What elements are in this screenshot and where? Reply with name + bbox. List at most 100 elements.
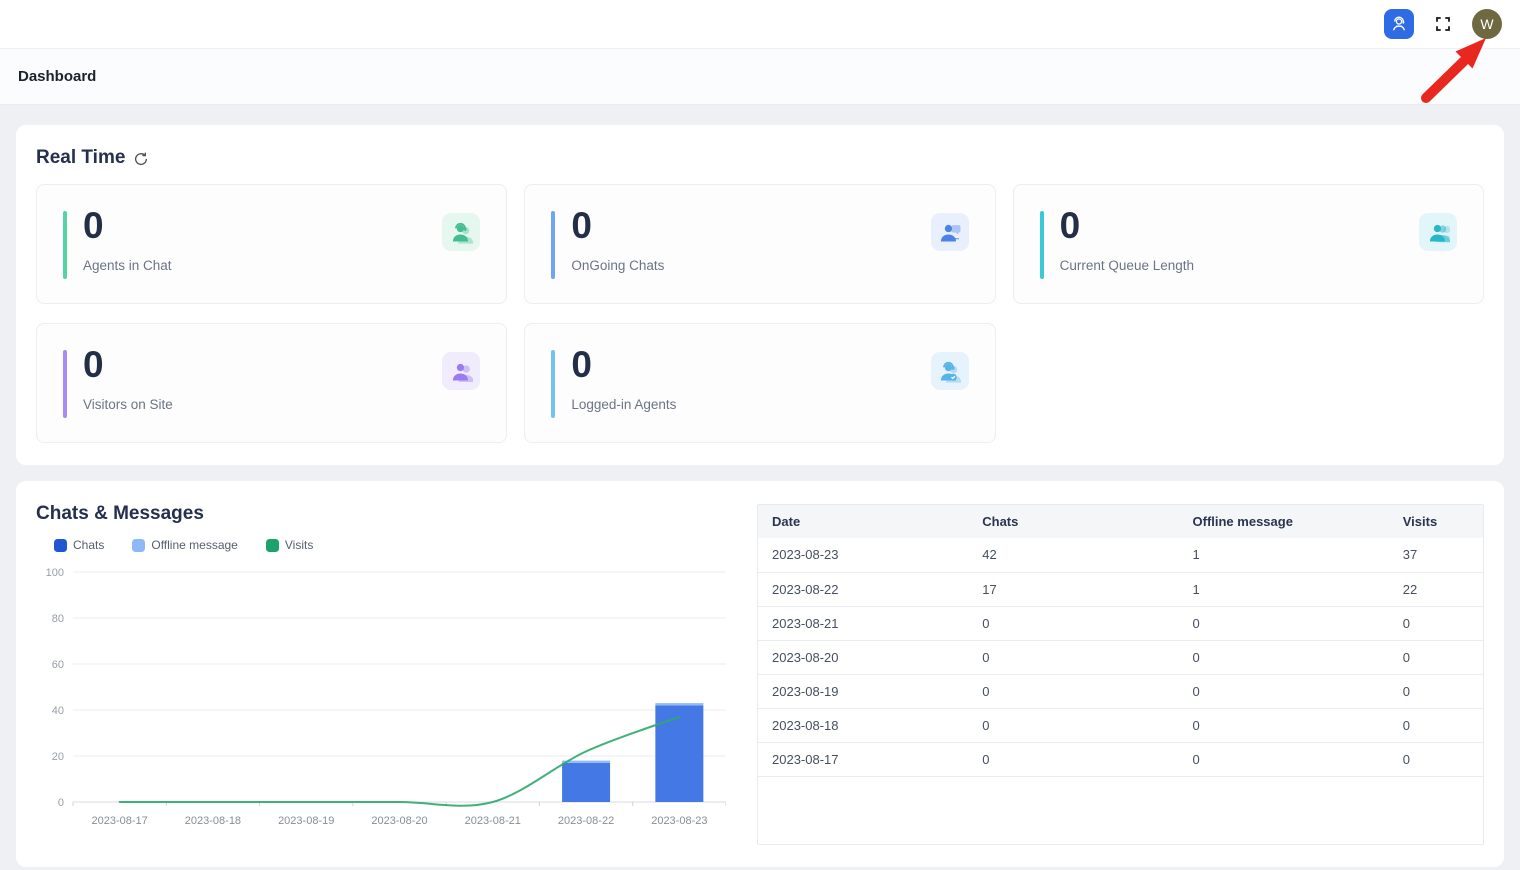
svg-text:2023-08-23: 2023-08-23 bbox=[651, 815, 707, 827]
svg-text:2023-08-18: 2023-08-18 bbox=[185, 815, 241, 827]
visitors-icon bbox=[442, 352, 481, 390]
breadcrumb: Dashboard bbox=[0, 48, 1520, 105]
table-cell: 0 bbox=[968, 742, 1179, 777]
stat-label: Visitors on Site bbox=[83, 396, 173, 412]
table-cell: 0 bbox=[1178, 640, 1389, 675]
svg-text:40: 40 bbox=[52, 705, 64, 717]
table-cell: 0 bbox=[1178, 674, 1389, 709]
stat-card: 0 Logged-in Agents bbox=[524, 323, 996, 443]
table-cell: 2023-08-23 bbox=[758, 538, 969, 573]
legend-label: Offline message bbox=[151, 538, 238, 552]
avatar[interactable]: W bbox=[1472, 9, 1502, 39]
topbar: W bbox=[0, 0, 1520, 48]
table-cell: 37 bbox=[1388, 538, 1483, 573]
table-cell: 2023-08-18 bbox=[758, 708, 969, 743]
column-header: Chats bbox=[968, 505, 1179, 538]
table-row: 2023-08-21 0 0 0 bbox=[758, 606, 1483, 641]
stat-value: 0 bbox=[83, 205, 104, 246]
svg-text:2023-08-20: 2023-08-20 bbox=[371, 815, 427, 827]
person-chat-icon bbox=[930, 213, 969, 251]
chart-legend: Chats Offline message Visits bbox=[54, 538, 726, 552]
table-row: 2023-08-17 0 0 0 bbox=[758, 742, 1483, 777]
table-cell: 0 bbox=[1178, 742, 1389, 777]
table-cell: 0 bbox=[1388, 640, 1483, 675]
table-cell: 0 bbox=[968, 640, 1179, 675]
card-accent-bar bbox=[1039, 211, 1044, 279]
card-accent-bar bbox=[551, 211, 556, 279]
table-cell: 0 bbox=[968, 606, 1179, 641]
svg-text:80: 80 bbox=[52, 613, 64, 625]
svg-text:2023-08-22: 2023-08-22 bbox=[558, 815, 614, 827]
chats-messages-title: Chats & Messages bbox=[36, 503, 204, 524]
card-accent-bar bbox=[63, 350, 67, 418]
refresh-button[interactable] bbox=[133, 151, 149, 167]
svg-text:60: 60 bbox=[52, 659, 64, 671]
legend-label: Visits bbox=[284, 538, 314, 552]
stat-value: 0 bbox=[83, 344, 104, 385]
column-header: Visits bbox=[1388, 505, 1483, 538]
svg-text:2023-08-17: 2023-08-17 bbox=[92, 815, 148, 827]
svg-text:20: 20 bbox=[52, 751, 64, 763]
card-accent-bar bbox=[63, 211, 67, 279]
table-cell: 0 bbox=[968, 674, 1179, 709]
table-cell: 2023-08-20 bbox=[758, 640, 969, 675]
agent-headset-icon bbox=[1392, 16, 1406, 31]
stat-label: Agents in Chat bbox=[83, 257, 172, 273]
refresh-icon bbox=[135, 152, 148, 165]
table-cell: 0 bbox=[1388, 742, 1483, 777]
table-cell: 22 bbox=[1388, 572, 1483, 607]
table-row: 2023-08-18 0 0 0 bbox=[758, 708, 1483, 743]
table-cell: 0 bbox=[968, 708, 1179, 743]
legend-item-visits[interactable]: Visits bbox=[265, 538, 314, 552]
stats-table: Date Chats Offline message Visits 2023-08-2… bbox=[758, 505, 1483, 777]
chart-column: Chats & Messages Chats Offline message Vis… bbox=[36, 503, 727, 835]
realtime-panel: Real Time 0 Agents in Chat 0 OnGoing Ch bbox=[16, 125, 1504, 465]
stats-table-header-row: Date Chats Offline message Visits bbox=[758, 505, 1483, 538]
stat-value: 0 bbox=[571, 344, 592, 385]
table-cell: 0 bbox=[1388, 708, 1483, 743]
table-column: Date Chats Offline message Visits 2023-08-2… bbox=[757, 503, 1484, 845]
stat-card: 0 OnGoing Chats bbox=[524, 184, 996, 304]
chats-messages-panel: Chats & Messages Chats Offline message Vis… bbox=[16, 481, 1504, 867]
svg-text:2023-08-19: 2023-08-19 bbox=[278, 815, 334, 827]
legend-swatch bbox=[54, 538, 67, 552]
table-row: 2023-08-23 42 1 37 bbox=[758, 538, 1483, 573]
stat-label: OnGoing Chats bbox=[571, 257, 665, 273]
fullscreen-button[interactable] bbox=[1432, 13, 1454, 35]
realtime-cards: 0 Agents in Chat 0 OnGoing Chats 0 Curre… bbox=[36, 184, 1484, 443]
table-cell: 1 bbox=[1178, 572, 1389, 607]
people-queue-icon bbox=[1419, 213, 1457, 251]
agent-console-button[interactable] bbox=[1384, 9, 1414, 39]
table-cell: 0 bbox=[1178, 708, 1389, 743]
legend-item-offline-message[interactable]: Offline message bbox=[132, 538, 238, 552]
table-cell: 2023-08-17 bbox=[758, 742, 969, 777]
realtime-title-row: Real Time bbox=[36, 147, 1484, 169]
agent-check-icon bbox=[930, 352, 969, 390]
legend-item-chats[interactable]: Chats bbox=[54, 538, 104, 552]
table-row: 2023-08-19 0 0 0 bbox=[758, 674, 1483, 709]
table-cell: 17 bbox=[968, 572, 1179, 607]
table-cell: 42 bbox=[968, 538, 1179, 573]
stat-label: Current Queue Length bbox=[1059, 257, 1194, 273]
page-title: Dashboard bbox=[18, 68, 97, 85]
stat-label: Logged-in Agents bbox=[571, 396, 677, 412]
table-cell: 2023-08-22 bbox=[758, 572, 969, 607]
agent-headset-icon bbox=[442, 213, 481, 251]
table-row: 2023-08-20 0 0 0 bbox=[758, 640, 1483, 675]
column-header: Date bbox=[758, 505, 969, 538]
table-cell: 0 bbox=[1178, 606, 1389, 641]
table-cell: 0 bbox=[1388, 674, 1483, 709]
fullscreen-icon bbox=[1436, 17, 1450, 31]
stat-card: 0 Current Queue Length bbox=[1012, 184, 1484, 304]
table-cell: 2023-08-19 bbox=[758, 674, 969, 709]
stat-value: 0 bbox=[1059, 205, 1081, 246]
table-cell: 1 bbox=[1178, 538, 1389, 573]
chats-messages-chart: 0 20 40 60 80 100 2023-08-17 2023-08-18 2023-08-… bbox=[36, 558, 727, 835]
stat-card: 0 Visitors on Site bbox=[36, 323, 508, 443]
main-content: Real Time 0 Agents in Chat 0 OnGoing Ch bbox=[0, 105, 1520, 867]
svg-text:2023-08-21: 2023-08-21 bbox=[465, 815, 521, 827]
table-cell: 2023-08-21 bbox=[758, 606, 969, 641]
legend-swatch bbox=[265, 538, 279, 552]
stat-value: 0 bbox=[571, 205, 592, 246]
realtime-title: Real Time bbox=[36, 147, 126, 168]
